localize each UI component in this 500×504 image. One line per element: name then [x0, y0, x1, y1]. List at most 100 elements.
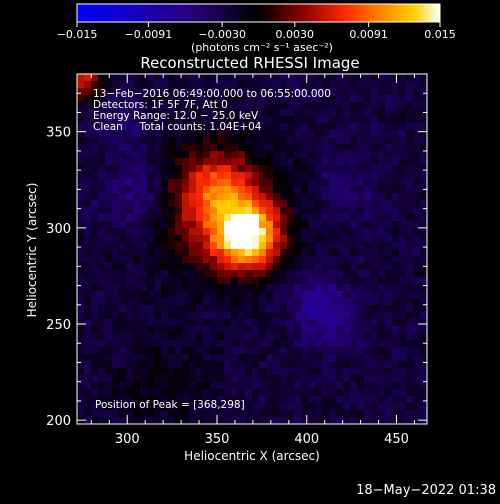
heatmap-pixel [315, 389, 323, 397]
heatmap-pixel [329, 417, 337, 425]
heatmap-pixel [322, 214, 330, 222]
heatmap-pixel [126, 228, 134, 236]
heatmap-pixel [140, 102, 148, 110]
heatmap-pixel [189, 179, 197, 187]
heatmap-pixel [252, 277, 260, 285]
colorbar-units-label: (photons cm⁻² s⁻¹ asec⁻²) [191, 41, 333, 54]
heatmap-pixel [266, 347, 274, 355]
heatmap-pixel [140, 368, 148, 376]
heatmap-pixel [147, 130, 155, 138]
heatmap-pixel [77, 81, 85, 89]
heatmap-pixel [91, 249, 99, 257]
heatmap-pixel [161, 298, 169, 306]
heatmap-pixel [259, 200, 267, 208]
heatmap-pixel [147, 242, 155, 250]
heatmap-pixel [105, 256, 113, 264]
heatmap-pixel [77, 88, 85, 96]
heatmap-pixel [350, 312, 358, 320]
heatmap-pixel [273, 291, 281, 299]
heatmap-pixel [140, 172, 148, 180]
peak-position-label: Position of Peak = [368,298] [95, 399, 245, 411]
heatmap-pixel [91, 165, 99, 173]
heatmap-pixel [322, 74, 330, 82]
heatmap-pixel [196, 158, 204, 166]
heatmap-pixel [399, 165, 407, 173]
heatmap-pixel [224, 228, 232, 236]
heatmap-pixel [196, 81, 204, 89]
heatmap-pixel [168, 228, 176, 236]
heatmap-pixel [322, 298, 330, 306]
heatmap-pixel [364, 361, 372, 369]
heatmap-pixel [154, 214, 162, 222]
heatmap-pixel [133, 235, 141, 243]
heatmap-pixel [105, 179, 113, 187]
heatmap-pixel [392, 354, 400, 362]
heatmap-pixel [112, 144, 120, 152]
heatmap-pixel [252, 228, 260, 236]
heatmap-pixel [364, 123, 372, 131]
heatmap-pixel [385, 193, 393, 201]
heatmap-pixel [238, 361, 246, 369]
heatmap-pixel [77, 116, 85, 124]
heatmap-pixel [322, 340, 330, 348]
heatmap-pixel [315, 284, 323, 292]
heatmap-pixel [217, 256, 225, 264]
heatmap-pixel [273, 417, 281, 425]
heatmap-pixel [350, 403, 358, 411]
heatmap-pixel [301, 179, 309, 187]
heatmap-pixel [91, 242, 99, 250]
heatmap-pixel [364, 214, 372, 222]
heatmap-pixel [189, 228, 197, 236]
heatmap-pixel [413, 221, 421, 229]
heatmap-pixel [175, 270, 183, 278]
heatmap-pixel [343, 403, 351, 411]
heatmap-pixel [91, 354, 99, 362]
heatmap-pixel [357, 333, 365, 341]
heatmap-pixel [406, 305, 414, 313]
heatmap-pixel [385, 305, 393, 313]
heatmap-pixel [266, 137, 274, 145]
heatmap-pixel [399, 200, 407, 208]
heatmap-pixel [140, 151, 148, 159]
heatmap-pixel [105, 102, 113, 110]
plot-frame [76, 73, 428, 425]
heatmap-pixel [189, 382, 197, 390]
heatmap-pixel [406, 284, 414, 292]
heatmap-pixel [266, 396, 274, 404]
heatmap-pixel [119, 186, 127, 194]
heatmap-pixel [112, 88, 120, 96]
heatmap-pixel [392, 207, 400, 215]
heatmap-pixel [217, 410, 225, 418]
heatmap-pixel [378, 165, 386, 173]
heatmap-pixel [287, 312, 295, 320]
heatmap-pixel [224, 214, 232, 222]
heatmap-pixel [133, 298, 141, 306]
heatmap-pixel [203, 305, 211, 313]
heatmap-pixel [350, 277, 358, 285]
heatmap-pixel [175, 417, 183, 425]
heatmap-pixel [112, 277, 120, 285]
heatmap-pixel [210, 361, 218, 369]
heatmap-pixel [350, 88, 358, 96]
heatmap-pixel [119, 277, 127, 285]
heatmap-pixel [420, 235, 428, 243]
heatmap-pixel [245, 137, 253, 145]
heatmap-pixel [133, 312, 141, 320]
heatmap-pixel [399, 375, 407, 383]
heatmap-pixel [259, 123, 267, 131]
heatmap-pixel [196, 235, 204, 243]
heatmap-pixel [161, 172, 169, 180]
heatmap-pixel [273, 347, 281, 355]
heatmap-pixel [203, 403, 211, 411]
heatmap-pixel [252, 207, 260, 215]
heatmap-pixel [210, 81, 218, 89]
heatmap-pixel [420, 291, 428, 299]
heatmap-pixel [210, 242, 218, 250]
heatmap-pixel [224, 319, 232, 327]
heatmap-pixel [119, 319, 127, 327]
heatmap-pixel [371, 151, 379, 159]
heatmap-pixel [112, 95, 120, 103]
heatmap-pixel [196, 172, 204, 180]
heatmap-pixel [77, 144, 85, 152]
heatmap-pixel [420, 158, 428, 166]
